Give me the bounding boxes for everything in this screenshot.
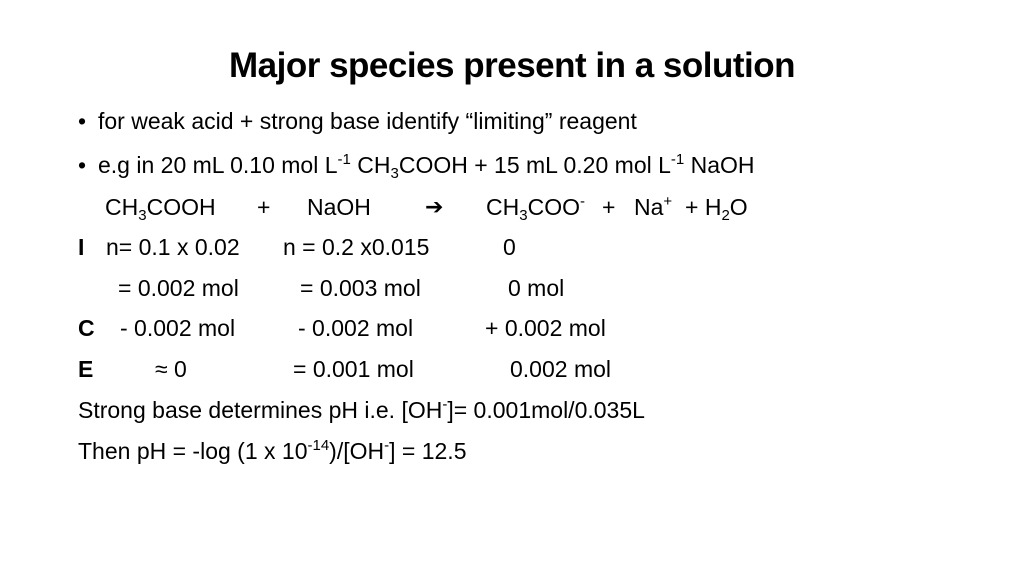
bullet-icon: • bbox=[78, 108, 87, 134]
bullet-example: • e.g in 20 mL 0.10 mol L-1 CH3COOH + 15 … bbox=[78, 150, 755, 182]
ice-change-acid: - 0.002 mol bbox=[120, 315, 236, 341]
plus-sign: + bbox=[602, 194, 616, 220]
ice-initial-acid: n= 0.1 x 0.02 bbox=[106, 234, 240, 260]
product-acetate: CH3COO- bbox=[486, 193, 585, 224]
bullet-icon: • bbox=[78, 152, 87, 178]
ice-initial-base-mol: = 0.003 mol bbox=[300, 275, 421, 301]
product-sodium-ion: Na+ bbox=[634, 193, 673, 220]
bullet-limiting-reagent: • for weak acid + strong base identify “l… bbox=[78, 106, 637, 136]
conclusion-strong-base: Strong base determines pH i.e. [OH-]= 0.… bbox=[78, 396, 645, 423]
ice-initial-acid-mol: = 0.002 mol bbox=[118, 275, 239, 301]
product-water: + H2O bbox=[685, 194, 748, 224]
ice-initial-product-mol: 0 mol bbox=[508, 275, 565, 301]
ice-initial-product: 0 bbox=[503, 234, 516, 260]
reactant-naoh: NaOH bbox=[307, 194, 371, 220]
example-text: e.g in 20 mL 0.10 mol L-1 CH3COOH + 15 m… bbox=[98, 151, 755, 182]
conclusion-ph: Then pH = -log (1 x 10-14)/[OH-] = 12.5 bbox=[78, 437, 467, 464]
ice-label-equilibrium: E bbox=[78, 356, 94, 382]
plus-sign: + bbox=[257, 194, 271, 220]
reactant-acetic-acid: CH3COOH bbox=[105, 194, 216, 224]
slide-title: Major species present in a solution bbox=[229, 46, 795, 85]
ice-initial-base: n = 0.2 x0.015 bbox=[283, 234, 430, 260]
ice-change-product: + 0.002 mol bbox=[485, 315, 606, 341]
ice-end-product: 0.002 mol bbox=[510, 356, 612, 382]
ice-end-base: = 0.001 mol bbox=[293, 356, 414, 382]
ice-label-change: C bbox=[78, 315, 95, 341]
reaction-arrow-icon: ➔ bbox=[425, 194, 444, 219]
ice-change-base: - 0.002 mol bbox=[298, 315, 414, 341]
ice-label-initial: I bbox=[78, 234, 85, 260]
bullet-text: for weak acid + strong base identify “li… bbox=[98, 108, 637, 134]
ice-end-acid: ≈ 0 bbox=[155, 356, 187, 382]
